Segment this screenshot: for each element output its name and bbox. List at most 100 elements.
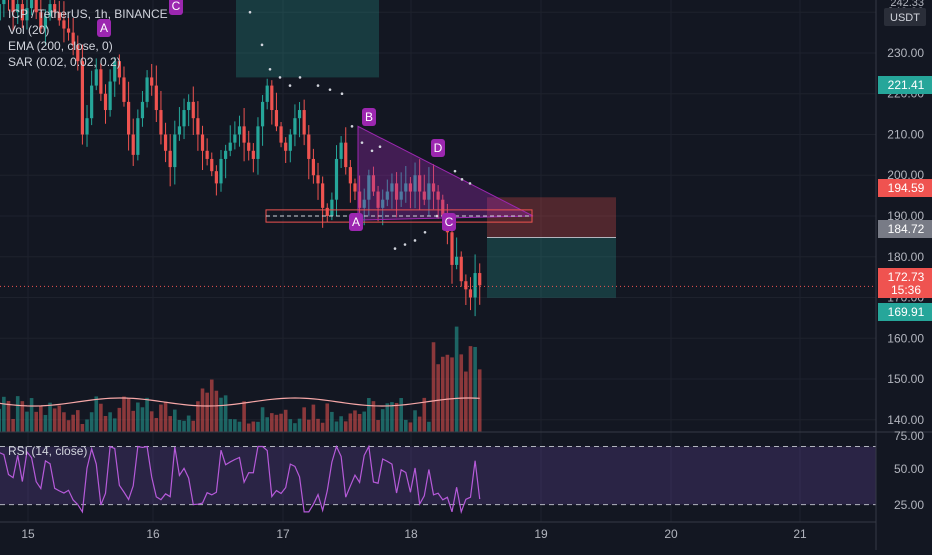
- candles: [0, 0, 482, 317]
- volume-bar: [219, 397, 223, 432]
- volume-bar: [159, 404, 163, 432]
- candle-body: [325, 207, 329, 216]
- volume-bar: [57, 405, 62, 432]
- candle-body: [311, 158, 315, 176]
- volume-bar: [136, 402, 140, 432]
- candle-body: [450, 232, 454, 265]
- sar-dot: [248, 10, 252, 14]
- candle-body: [90, 85, 94, 119]
- volume-bar: [256, 421, 260, 432]
- rsi-legend[interactable]: RSI (14, close): [8, 444, 88, 458]
- volume-bar: [283, 409, 288, 432]
- entry-badge-text: 184.72: [888, 222, 925, 236]
- volume-bar: [440, 356, 445, 432]
- candle-body: [413, 175, 417, 192]
- volume-bar: [71, 414, 75, 432]
- volume-bar: [237, 421, 242, 432]
- sar-dot: [413, 239, 417, 242]
- ema-legend[interactable]: EMA (200, close, 0): [8, 39, 113, 53]
- candle-body: [256, 126, 260, 159]
- sar-dot: [460, 178, 464, 181]
- pattern-label-bg: [97, 19, 111, 37]
- volume-bar: [66, 420, 71, 432]
- price-tick-label: 190.00: [887, 209, 924, 223]
- corner-box: [878, 524, 932, 550]
- volume-bar: [477, 369, 482, 432]
- candle-body: [228, 142, 232, 151]
- sar-dot: [453, 169, 457, 173]
- volume-bar: [279, 413, 283, 432]
- volume-bar: [20, 401, 25, 432]
- candle-body: [251, 150, 255, 159]
- volume-legend[interactable]: Vol (20): [8, 23, 50, 37]
- volume-bar: [140, 407, 145, 432]
- candle-body: [66, 28, 71, 33]
- volume-bar: [459, 354, 464, 432]
- price-tick-label: 210.00: [887, 127, 924, 141]
- volume-bar: [52, 408, 57, 432]
- volume-bar: [154, 417, 159, 432]
- symbol-title[interactable]: ICP / TetherUS, 1h, BINANCE: [8, 7, 168, 21]
- candle-body: [274, 110, 279, 127]
- volume-bar: [131, 410, 136, 432]
- volume-bar: [94, 396, 99, 432]
- volume-bar: [385, 403, 390, 432]
- candle-body: [288, 134, 292, 151]
- volume-bar: [311, 404, 316, 432]
- candle-body: [362, 199, 366, 208]
- sar-dot: [378, 145, 382, 149]
- volume-bar: [330, 411, 334, 432]
- candle-body: [381, 199, 385, 208]
- candle-body: [145, 77, 149, 102]
- candle-body: [48, 4, 52, 17]
- candle-body: [404, 183, 408, 192]
- volume-bar: [228, 419, 233, 432]
- candle-body: [177, 126, 182, 135]
- pattern-label-text: A: [352, 215, 360, 229]
- volume-bar: [353, 410, 357, 432]
- volume-bar: [223, 395, 228, 432]
- earlier-target-zone: [236, 0, 379, 78]
- candle-body: [20, 4, 24, 21]
- pattern-label-text: A: [100, 21, 108, 35]
- sar-legend[interactable]: SAR (0.02, 0.02, 0.2): [8, 55, 121, 69]
- volume-bar: [454, 326, 459, 432]
- candle-body: [57, 12, 61, 21]
- candle-body: [473, 273, 477, 298]
- volume-bar: [34, 411, 38, 432]
- sar-dot: [298, 76, 302, 79]
- candle-body: [108, 81, 112, 111]
- candle-body: [237, 126, 242, 135]
- volume-bar: [306, 419, 311, 432]
- candle-body: [122, 77, 126, 102]
- candle-body: [103, 93, 108, 111]
- volume-bar: [191, 420, 196, 432]
- volume-bar: [196, 401, 200, 432]
- volume-bar: [445, 354, 450, 432]
- volume-bar: [112, 418, 117, 432]
- pattern-labels: A C B D A C: [97, 0, 456, 231]
- volume-bar: [233, 419, 237, 432]
- candle-body: [399, 191, 403, 200]
- volume-bar: [173, 409, 177, 432]
- rsi-band-fill: [0, 446, 876, 505]
- candle-body: [293, 118, 297, 135]
- pattern-label-text: C: [172, 0, 181, 13]
- volume-bar: [177, 420, 182, 432]
- candle-body: [154, 85, 158, 111]
- price-tick-label: 140.00: [887, 413, 924, 427]
- rsi-line: [0, 444, 481, 515]
- candle-body: [302, 110, 306, 135]
- candle-body: [316, 175, 320, 184]
- volume-bar: [145, 397, 149, 432]
- sar-dot: [328, 88, 332, 91]
- unit-label: USDT: [890, 12, 920, 24]
- volume-bar: [376, 420, 380, 432]
- last-price-badge-text: 172.73: [888, 270, 925, 284]
- candle-body: [224, 150, 228, 159]
- candle-body: [34, 0, 38, 13]
- target-badge-text: 169.91: [888, 305, 925, 319]
